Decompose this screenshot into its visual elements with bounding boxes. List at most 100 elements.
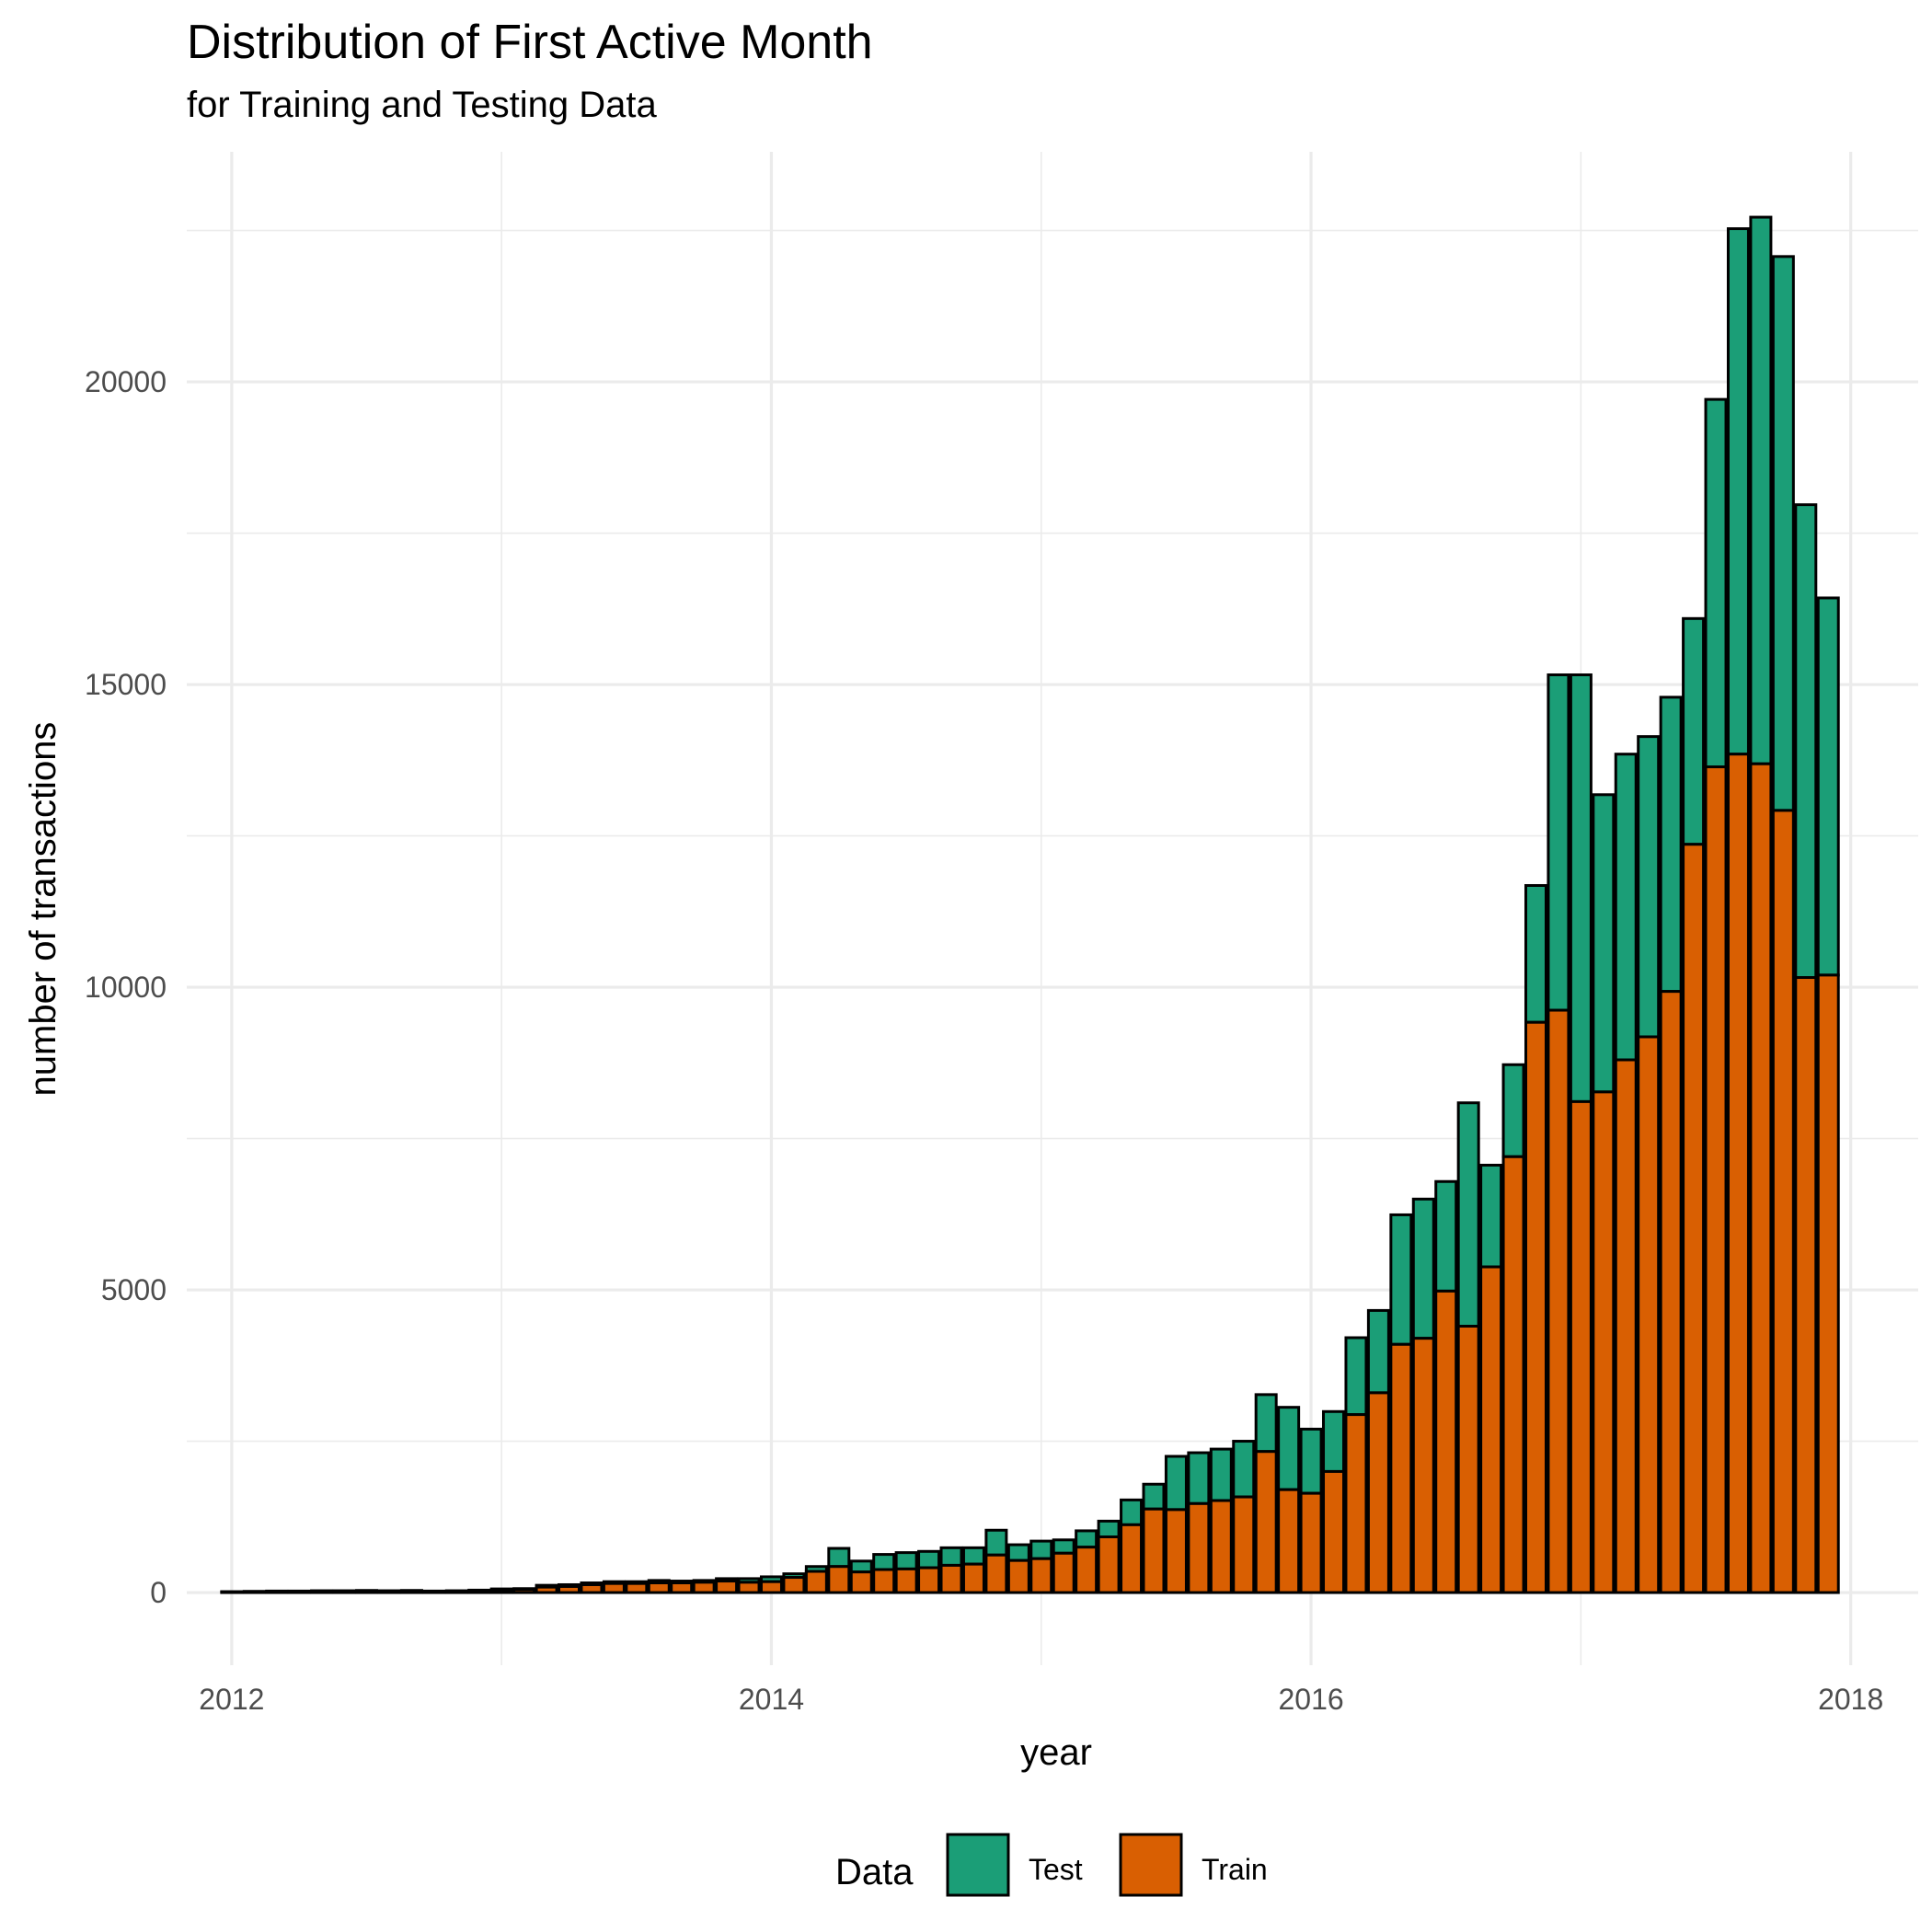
bar-train (1277, 1488, 1301, 1594)
bar-test (1637, 735, 1661, 1039)
bar-test (1726, 227, 1750, 756)
bar-train (355, 1589, 379, 1594)
bar-train (1501, 1155, 1525, 1594)
bar-test (1322, 1409, 1346, 1473)
bar-train (1411, 1337, 1435, 1594)
bar-test (1389, 1213, 1413, 1346)
bar-test (1456, 1101, 1480, 1328)
bar-train (1209, 1499, 1233, 1594)
bar-train (849, 1570, 873, 1594)
bar-train (422, 1590, 446, 1594)
bar-test (1479, 1163, 1503, 1269)
bar-train (984, 1553, 1008, 1594)
bar-train (1749, 762, 1773, 1594)
bar-train (1816, 973, 1840, 1594)
bar-train (961, 1562, 985, 1594)
bar-train (894, 1567, 918, 1594)
legend-label-train: Train (1202, 1853, 1268, 1886)
bar-test (1659, 696, 1683, 994)
bar-test (1120, 1498, 1144, 1526)
bar-train (1006, 1558, 1030, 1594)
bar-test (939, 1546, 963, 1567)
bar-test (1411, 1197, 1435, 1340)
y-axis-ticks: 0 5000 10000 15000 20000 (85, 365, 167, 1609)
bar-test (917, 1549, 941, 1570)
bar-train (1187, 1501, 1211, 1594)
bar-test (1816, 596, 1840, 977)
bar-test (1501, 1063, 1525, 1158)
bar-test (1592, 793, 1616, 1094)
y-tick-label: 20000 (85, 365, 167, 398)
bar-train (1142, 1507, 1166, 1594)
bar-train (939, 1563, 963, 1594)
bar-train (489, 1588, 513, 1594)
bar-test (1704, 397, 1728, 769)
x-tick-label: 2016 (1278, 1683, 1343, 1716)
bar-train (1322, 1469, 1346, 1594)
bar-train (827, 1565, 851, 1594)
bar-train (804, 1570, 828, 1594)
bar-train (1366, 1391, 1390, 1594)
bar-train (1164, 1508, 1188, 1594)
y-axis-title: number of transactions (23, 722, 63, 1097)
bar-train (917, 1566, 941, 1594)
bar-train (1771, 809, 1795, 1594)
bar-test (1569, 673, 1593, 1103)
bar-train (1659, 990, 1683, 1594)
bar-test (1682, 616, 1706, 846)
x-axis-title: year (1020, 1732, 1092, 1773)
bar-train (220, 1590, 244, 1594)
bar-train (1029, 1557, 1053, 1594)
bar-train (1052, 1551, 1075, 1594)
bar-train (535, 1585, 558, 1594)
legend-key-train (1119, 1833, 1183, 1897)
bar-train (1524, 1020, 1547, 1594)
bar-train (737, 1581, 761, 1594)
y-tick-label: 10000 (85, 971, 167, 1004)
bar-test (1794, 503, 1818, 980)
bar-test (1052, 1538, 1075, 1555)
bar-train (1456, 1325, 1480, 1594)
bar-train (1569, 1099, 1593, 1594)
legend-label-test: Test (1029, 1853, 1083, 1886)
legend: Data Test Train (835, 1833, 1268, 1897)
bar-test (894, 1551, 918, 1570)
bar-test (1142, 1482, 1166, 1511)
y-tick-label: 0 (150, 1576, 167, 1609)
bar-train (310, 1589, 334, 1594)
bar-train (1704, 765, 1728, 1594)
bar-test (961, 1546, 985, 1566)
bar-train (444, 1589, 468, 1594)
bar-train (715, 1580, 739, 1594)
bar-test (1209, 1447, 1233, 1502)
bar-train (1434, 1289, 1458, 1594)
grid-lines (187, 152, 1918, 1665)
bar-test (1232, 1440, 1256, 1499)
bar-test (1614, 753, 1638, 1062)
bar-test (1006, 1543, 1030, 1562)
bar-train (1726, 753, 1750, 1594)
bar-test (1075, 1529, 1098, 1549)
x-axis-ticks: 2012 2014 2016 2018 (199, 1683, 1883, 1716)
bar-train (1120, 1523, 1144, 1594)
bars (220, 215, 1840, 1594)
bar-train (1637, 1035, 1661, 1594)
bar-train (1614, 1058, 1638, 1594)
bar-train (1389, 1342, 1413, 1594)
bar-train (1592, 1090, 1616, 1594)
bar-test (1029, 1539, 1053, 1560)
bar-train (1254, 1450, 1278, 1594)
bar-test (1434, 1179, 1458, 1293)
bar-train (1232, 1495, 1256, 1594)
chart-title: Distribution of First Active Month (187, 16, 873, 69)
bar-test (1254, 1393, 1278, 1454)
bar-train (1547, 1008, 1570, 1594)
bar-test (1366, 1308, 1390, 1395)
bar-train (1794, 976, 1818, 1594)
bar-test (827, 1547, 851, 1569)
bar-test (1277, 1406, 1301, 1491)
bar-train (692, 1581, 716, 1594)
bar-test (984, 1528, 1008, 1557)
